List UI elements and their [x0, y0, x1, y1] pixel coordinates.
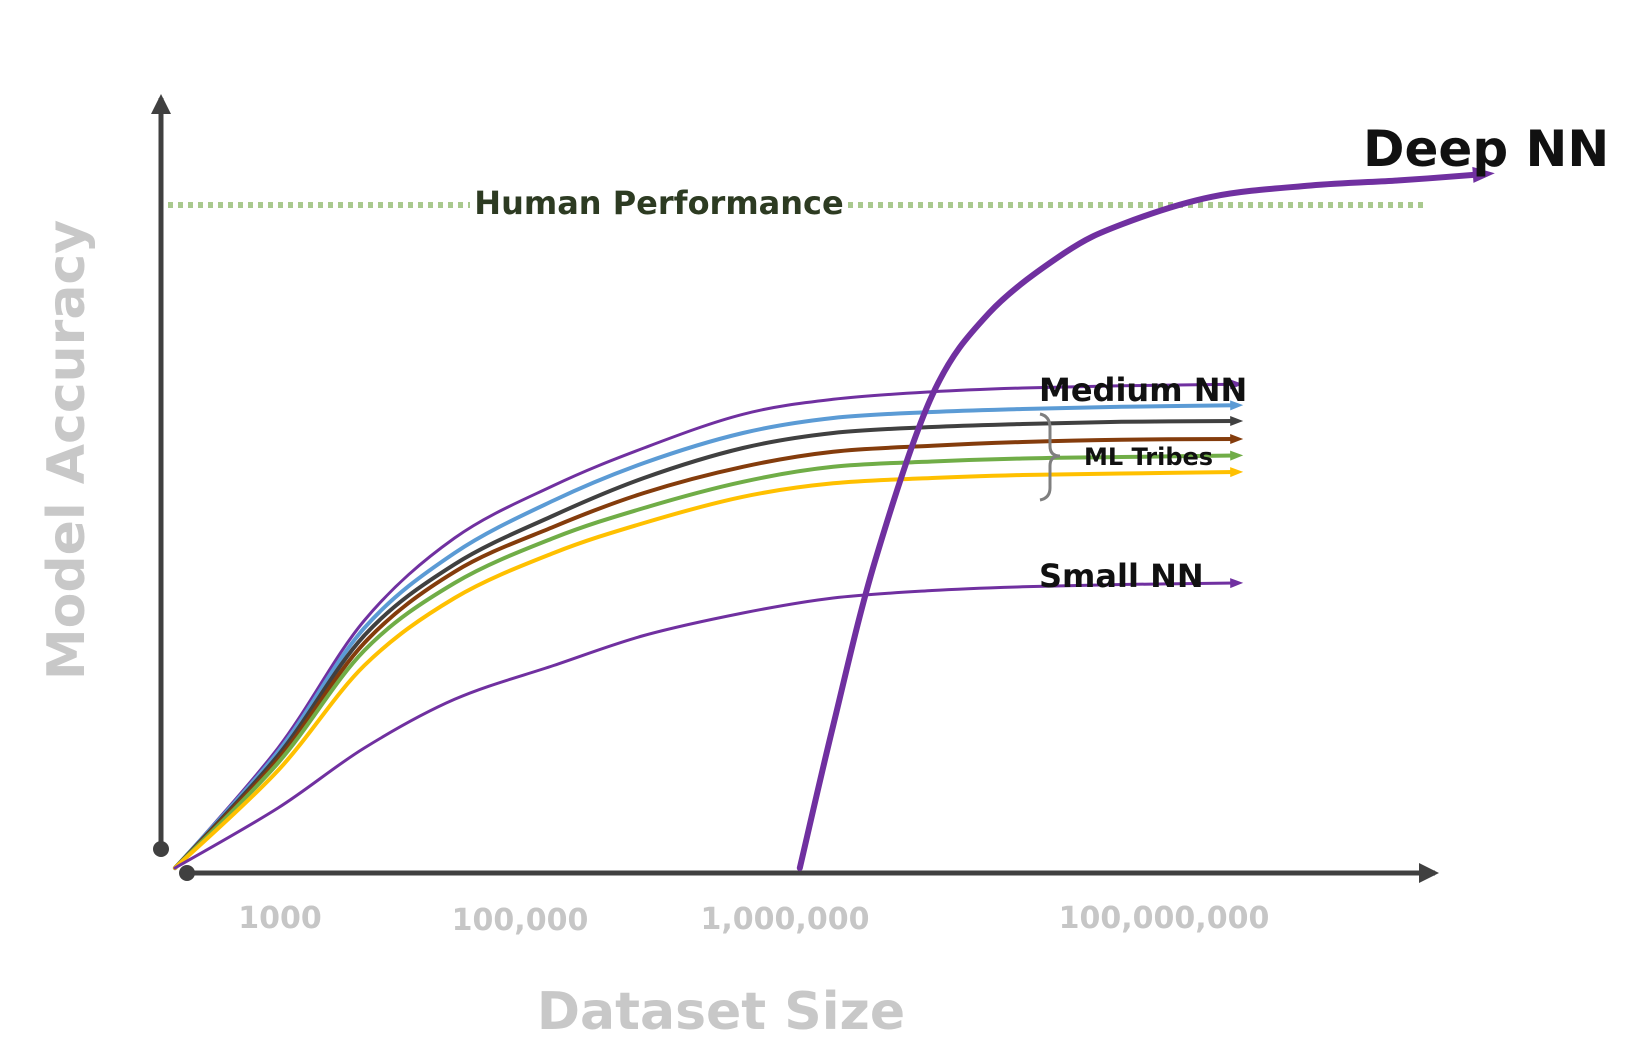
human-performance-label: Human Performance: [474, 184, 843, 222]
series-line: [173, 453, 1238, 870]
y-axis-title: Model Accuracy: [37, 220, 97, 680]
series-arrowhead: [1230, 379, 1244, 390]
series-1: [173, 400, 1244, 870]
series-line: [173, 403, 1238, 870]
series-0: [173, 379, 1244, 870]
series-6: [173, 578, 1244, 870]
series-line: [796, 171, 1485, 871]
series-3: [173, 434, 1244, 870]
series-line: [173, 437, 1238, 870]
x-tick-label: 100,000: [452, 903, 589, 938]
series-line: [173, 382, 1237, 870]
x-tick-label: 100,000,000: [1059, 901, 1270, 936]
series-arrowhead: [1230, 450, 1244, 461]
series-line: [173, 419, 1238, 870]
series-arrowhead: [1230, 578, 1244, 589]
series-arrowhead: [1230, 434, 1244, 445]
series-line: [173, 581, 1237, 870]
x-axis-origin-dot: [179, 865, 195, 881]
x-tick-label: 1000: [238, 901, 322, 936]
x-axis-title: Dataset Size: [537, 982, 905, 1042]
deep-nn-label: Deep NN: [1363, 120, 1609, 178]
series-7: [796, 166, 1495, 871]
small-nn-label: Small NN: [1039, 557, 1204, 595]
ml-tribes-brace: [1039, 412, 1061, 502]
series-arrowhead: [1230, 416, 1244, 427]
series-layer: [173, 166, 1495, 871]
series-4: [173, 450, 1244, 870]
series-2: [173, 416, 1244, 870]
medium-nn-label: Medium NN: [1039, 371, 1247, 409]
ml-tribes-label: ML Tribes: [1084, 443, 1213, 471]
x-tick-label: 1,000,000: [701, 902, 870, 937]
y-axis-origin-dot: [153, 841, 169, 857]
series-arrowhead: [1230, 400, 1244, 411]
series-line: [173, 470, 1238, 870]
x-tick-labels: 1000 100,000 1,000,000 100,000,000: [238, 901, 1269, 938]
series-5: [173, 467, 1244, 870]
series-arrowhead: [1472, 166, 1495, 183]
series-arrowhead: [1230, 467, 1244, 478]
